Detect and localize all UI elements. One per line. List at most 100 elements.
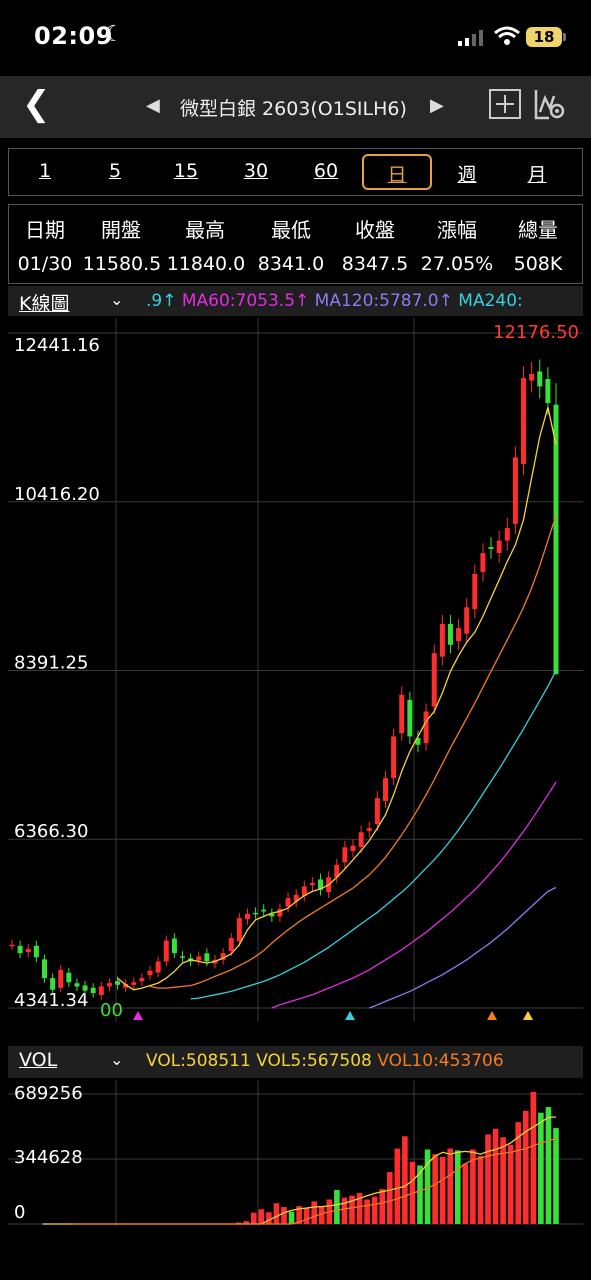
candle-body [382,778,388,801]
x-axis-label: '26/01 [386,1021,443,1022]
volume-bar [447,1148,454,1224]
volume-bar [334,1190,340,1224]
tab-1[interactable]: 1 [38,160,52,182]
header-date: 日期 [25,218,65,242]
ma-line-ma20 [190,670,557,1000]
volume-bar [530,1091,537,1224]
volume-bar [522,1110,529,1224]
candle-body [399,694,405,734]
volume-bar [454,1150,461,1224]
volume-bar [349,1195,355,1224]
volume-bar [273,1203,280,1224]
ma-line-ma5 [117,407,557,991]
prev-contract-icon[interactable]: ◀ [146,95,160,116]
candle-body [407,699,413,737]
candle-body [309,883,315,886]
candle-body [318,879,324,890]
volume-legend-item: VOL10:453706 [377,1051,504,1071]
signal-marker-icon [133,1011,143,1020]
volume-bar [470,1149,476,1224]
volume-legend: VOL:508511 VOL5:567508 VOL10:453706 [146,1051,504,1071]
candle-body [366,828,372,831]
back-chevron-icon[interactable]: ❮ [22,84,51,124]
candle-body [374,798,380,825]
candle-body [180,956,186,958]
partial-label: 00 [100,1000,123,1021]
chart-settings-icon[interactable] [533,88,567,122]
candle-body [301,886,307,896]
candle-body [472,573,478,610]
value-volume: 508K [513,253,563,275]
candle-body [447,623,453,645]
volume-indicator-selector[interactable]: VOL [19,1049,58,1071]
volume-legend-item: VOL:508511 [146,1051,257,1071]
active-tab-highlight [362,154,432,190]
value-change: 27.05% [420,253,494,275]
candle-body [415,738,421,745]
tab-60[interactable]: 60 [313,160,339,182]
volume-bar [258,1209,265,1224]
price-chart[interactable]: 12441.16 10416.20 8391.25 6366.30 4341.34 11 1… [8,318,583,1022]
candle-body [464,607,470,634]
candle-body [480,553,486,572]
candle-body [90,987,96,994]
volume-bar [296,1206,302,1224]
kline-header [8,286,583,316]
volume-bar [341,1197,348,1224]
candle-body [358,832,364,847]
volume-bar [356,1192,363,1224]
moon-icon: ☾ [104,22,124,47]
period-tabs [8,148,583,196]
candle-body [171,938,177,954]
tab-month[interactable]: 月 [527,164,547,186]
volume-bar [424,1149,431,1224]
tab-day[interactable]: 日 [387,164,407,186]
candle-body [9,944,15,947]
next-contract-icon[interactable]: ▶ [430,95,444,116]
candle-body [17,945,23,954]
chevron-down-icon[interactable]: ⌄ [110,290,124,309]
tab-15[interactable]: 15 [173,160,199,182]
volume-bar [538,1112,544,1224]
candle-body [334,864,340,878]
candle-body [504,528,510,541]
candle-body [244,913,250,920]
candle-body [147,970,153,976]
candle-body [269,913,275,917]
candle-body [285,898,291,907]
kline-type-selector[interactable]: K線圖 [19,293,70,315]
volume-bar [235,1222,242,1224]
candle-body [431,653,437,707]
volume-bar [462,1163,469,1224]
candle-body [25,948,31,953]
volume-bar [402,1136,408,1224]
chevron-down-icon[interactable]: ⌄ [110,1050,124,1069]
candle-body [236,918,242,942]
ma-line-ma120 [369,886,557,1009]
volume-bar [281,1207,287,1224]
tab-30[interactable]: 30 [243,160,269,182]
y-axis-label: 689256 [14,1083,83,1104]
volume-bar [386,1172,393,1224]
tab-5[interactable]: 5 [108,160,122,182]
volume-bar [303,1207,310,1224]
crosshair-box-icon[interactable] [489,89,521,119]
volume-bar [500,1137,506,1224]
volume-chart[interactable]: 689256 344628 0 [8,1080,583,1226]
volume-bar [371,1196,378,1224]
volume-header [8,1046,583,1078]
candle-body [512,457,518,524]
candle-body [66,972,72,983]
volume-bar [394,1148,401,1224]
candle-body [163,940,169,962]
candle-body [33,945,39,958]
candle-body [204,953,210,962]
header-volume: 總量 [518,218,558,242]
candle-body [521,378,527,465]
tab-week[interactable]: 週 [457,164,477,186]
candle-body [41,959,47,979]
candle-body [74,983,80,987]
page-title[interactable]: 微型白銀 2603(O1SILH6) [180,98,407,120]
header-low: 最低 [271,218,311,242]
volume-bar [364,1199,370,1224]
